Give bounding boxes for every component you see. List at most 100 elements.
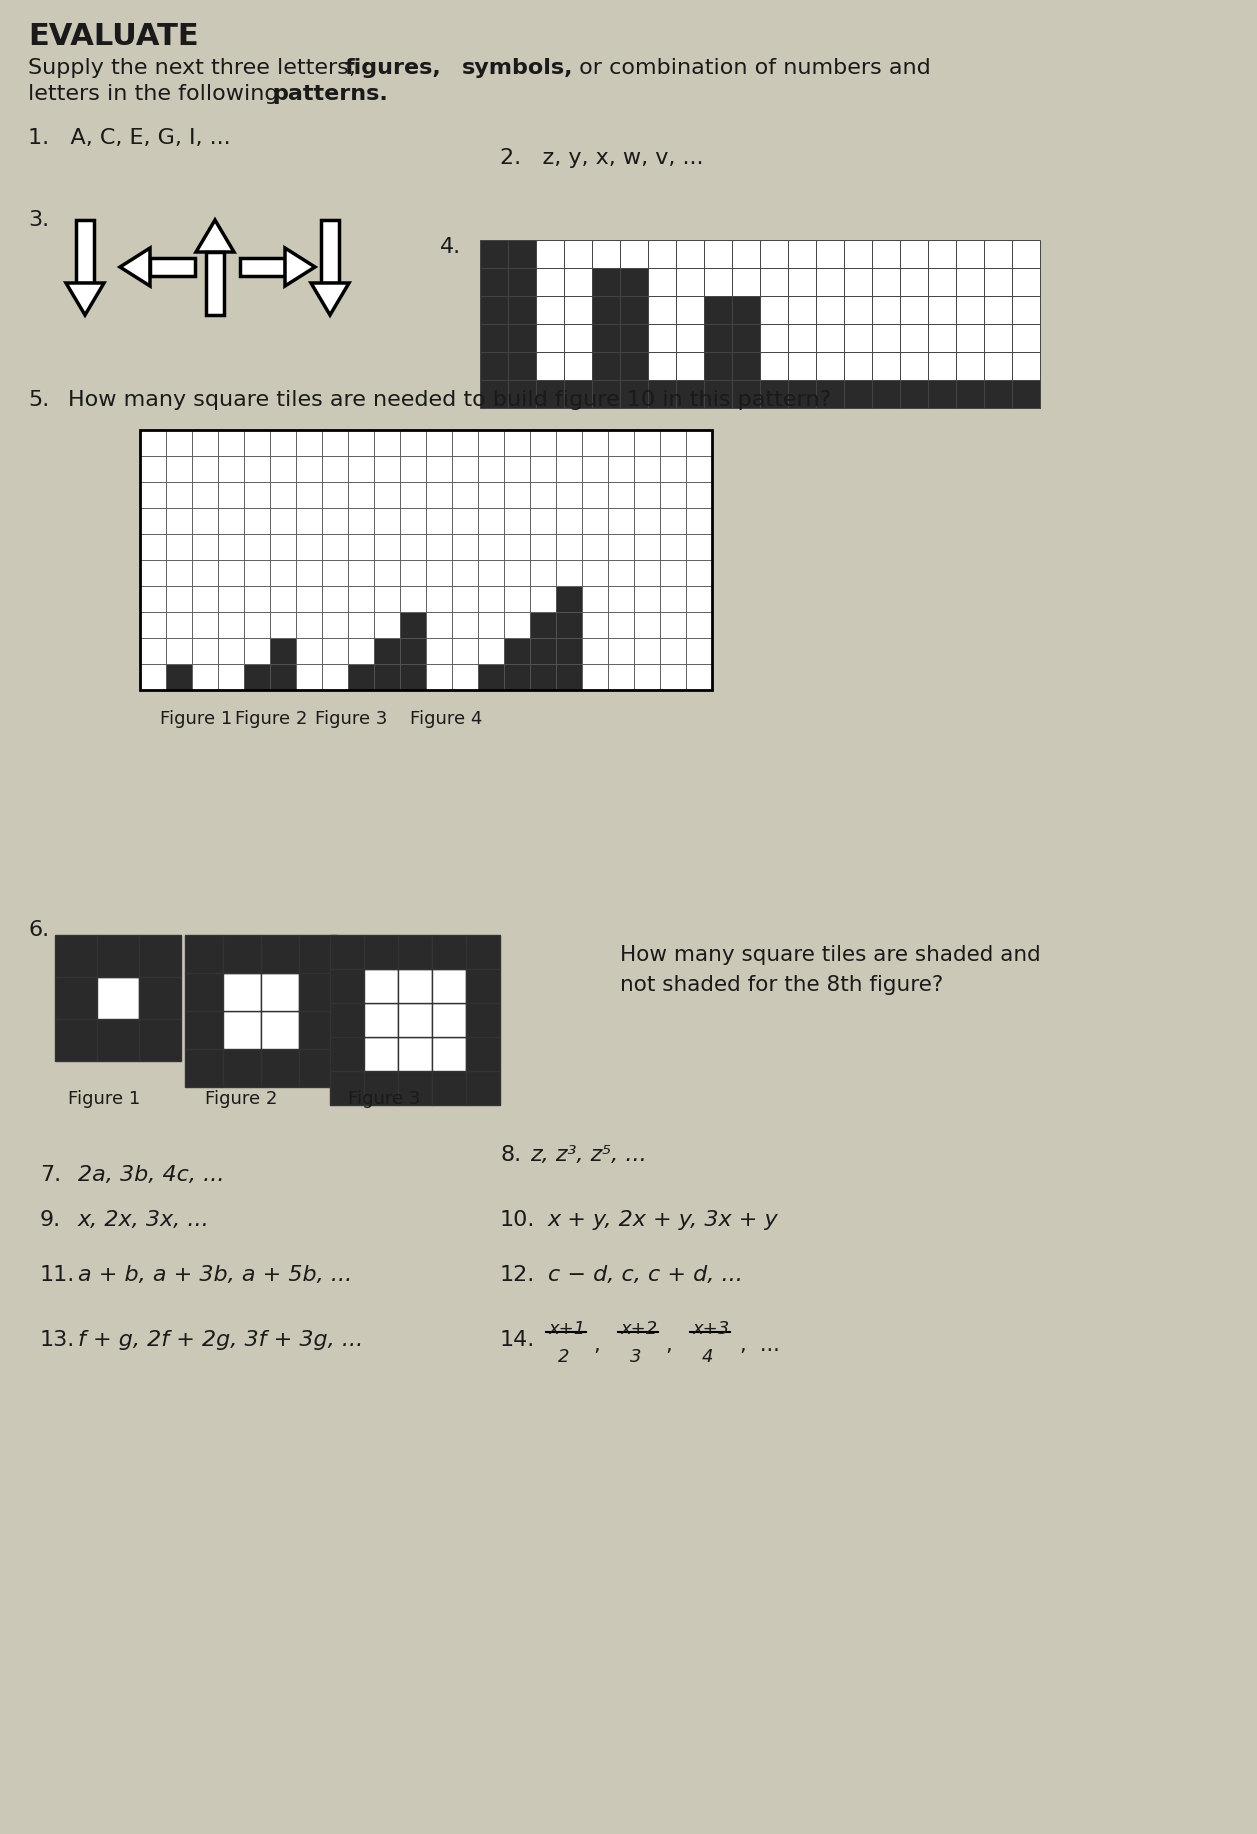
Bar: [535, 295, 564, 325]
Bar: [240, 259, 285, 275]
Bar: [556, 534, 582, 559]
Bar: [348, 638, 375, 664]
Text: 4: 4: [701, 1348, 714, 1366]
Bar: [504, 429, 530, 457]
Bar: [535, 352, 564, 380]
Bar: [660, 534, 686, 559]
Bar: [686, 534, 711, 559]
Bar: [608, 664, 634, 690]
Bar: [686, 638, 711, 664]
Bar: [608, 613, 634, 638]
Bar: [375, 457, 400, 482]
Bar: [140, 559, 166, 587]
Bar: [928, 352, 957, 380]
Bar: [322, 534, 348, 559]
Bar: [299, 935, 337, 974]
Text: 10.: 10.: [500, 1210, 535, 1231]
Bar: [478, 587, 504, 613]
Bar: [608, 457, 634, 482]
Bar: [620, 240, 649, 268]
Bar: [608, 638, 634, 664]
Bar: [928, 240, 957, 268]
Bar: [192, 482, 217, 508]
Text: 3.: 3.: [28, 211, 49, 229]
Text: 9.: 9.: [40, 1210, 62, 1231]
Bar: [375, 638, 400, 664]
Bar: [704, 240, 732, 268]
Bar: [140, 534, 166, 559]
Bar: [295, 613, 322, 638]
Text: 11.: 11.: [40, 1265, 75, 1286]
Bar: [478, 429, 504, 457]
Bar: [592, 268, 620, 295]
Polygon shape: [285, 248, 316, 286]
Bar: [270, 587, 295, 613]
Bar: [872, 268, 900, 295]
Bar: [426, 534, 453, 559]
Bar: [400, 664, 426, 690]
Bar: [348, 429, 375, 457]
Bar: [295, 587, 322, 613]
Bar: [582, 664, 608, 690]
Bar: [261, 1011, 299, 1049]
Bar: [270, 429, 295, 457]
Bar: [872, 295, 900, 325]
Bar: [686, 429, 711, 457]
Bar: [453, 638, 478, 664]
Bar: [843, 240, 872, 268]
Bar: [375, 587, 400, 613]
Text: 2: 2: [558, 1348, 569, 1366]
Bar: [984, 325, 1012, 352]
Bar: [530, 587, 556, 613]
Bar: [192, 638, 217, 664]
Bar: [295, 638, 322, 664]
Bar: [530, 482, 556, 508]
Text: 6.: 6.: [28, 921, 49, 941]
Bar: [270, 638, 295, 664]
Bar: [166, 664, 192, 690]
Bar: [365, 1036, 398, 1071]
Bar: [816, 380, 843, 407]
Bar: [166, 508, 192, 534]
Bar: [375, 482, 400, 508]
Bar: [466, 968, 500, 1003]
Bar: [426, 613, 453, 638]
Bar: [478, 534, 504, 559]
Text: ,: ,: [665, 1335, 671, 1355]
Bar: [788, 380, 816, 407]
Bar: [222, 1011, 261, 1049]
Bar: [760, 352, 788, 380]
Bar: [530, 429, 556, 457]
Bar: [453, 457, 478, 482]
Bar: [686, 587, 711, 613]
Text: 12.: 12.: [500, 1265, 535, 1286]
Bar: [620, 380, 649, 407]
Bar: [556, 559, 582, 587]
Bar: [900, 352, 928, 380]
Bar: [97, 935, 140, 978]
Text: Figure 1: Figure 1: [68, 1089, 141, 1108]
Bar: [686, 613, 711, 638]
Text: Figure 2: Figure 2: [205, 1089, 278, 1108]
Text: a + b, a + 3b, a + 5b, ...: a + b, a + 3b, a + 5b, ...: [78, 1265, 352, 1286]
Text: 1.   A, C, E, G, I, ...: 1. A, C, E, G, I, ...: [28, 128, 230, 149]
Bar: [480, 380, 508, 407]
Bar: [732, 352, 760, 380]
Bar: [984, 352, 1012, 380]
Bar: [1012, 325, 1040, 352]
Text: c − d, c, c + d, ...: c − d, c, c + d, ...: [548, 1265, 743, 1286]
Bar: [244, 613, 270, 638]
Bar: [660, 613, 686, 638]
Bar: [295, 534, 322, 559]
Bar: [530, 457, 556, 482]
Bar: [270, 482, 295, 508]
Bar: [244, 429, 270, 457]
Text: f + g, 2f + 2g, 3f + 3g, ...: f + g, 2f + 2g, 3f + 3g, ...: [78, 1330, 363, 1350]
Bar: [582, 613, 608, 638]
Text: 4.: 4.: [440, 237, 461, 257]
Text: How many square tiles are shaded and: How many square tiles are shaded and: [620, 945, 1041, 965]
Bar: [704, 325, 732, 352]
Bar: [140, 429, 711, 690]
Bar: [295, 559, 322, 587]
Bar: [295, 457, 322, 482]
